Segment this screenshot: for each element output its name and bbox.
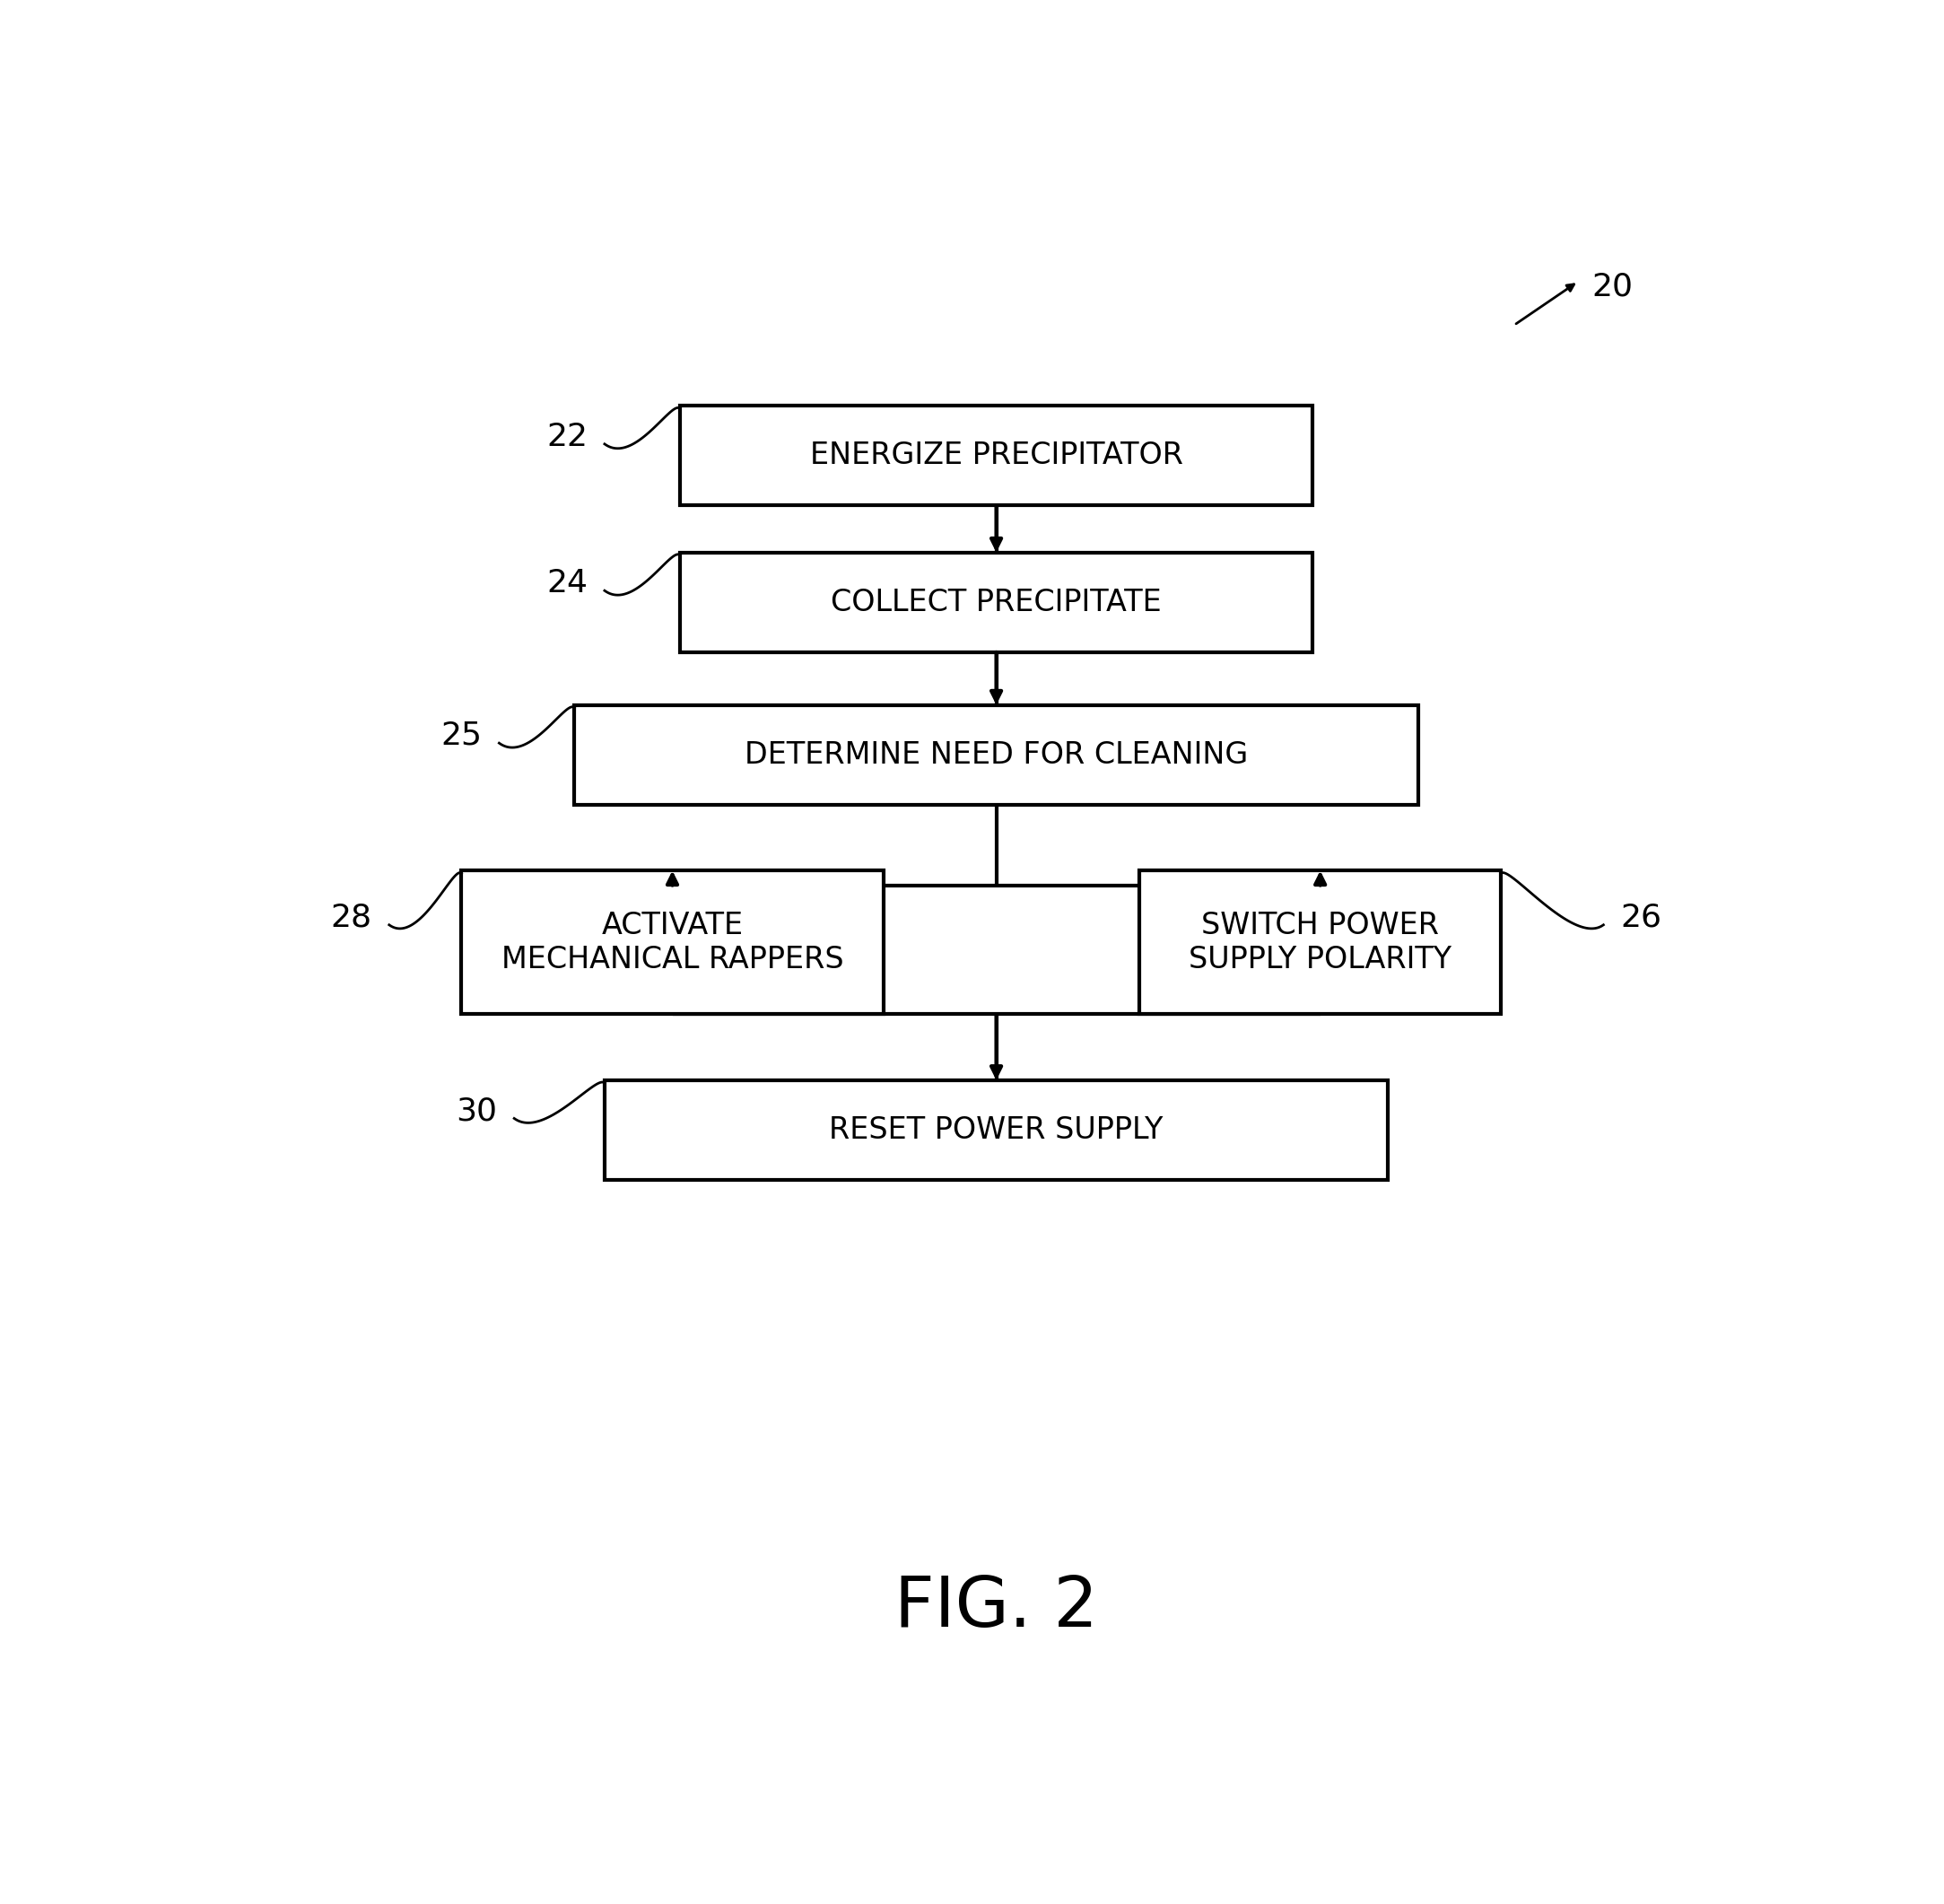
Bar: [575, 704, 1419, 805]
Bar: [605, 1080, 1388, 1180]
Text: 22: 22: [546, 421, 587, 451]
Text: FIG. 2: FIG. 2: [894, 1573, 1098, 1641]
Bar: [680, 406, 1312, 506]
Bar: [680, 552, 1312, 653]
Text: 20: 20: [1592, 272, 1633, 303]
Bar: [1139, 870, 1501, 1015]
Text: 28: 28: [330, 902, 371, 933]
Text: DETERMINE NEED FOR CLEANING: DETERMINE NEED FOR CLEANING: [745, 741, 1248, 769]
Text: SWITCH POWER
SUPPLY POLARITY: SWITCH POWER SUPPLY POLARITY: [1190, 910, 1452, 975]
Text: 24: 24: [546, 567, 587, 598]
Bar: [461, 870, 883, 1015]
Text: ACTIVATE
MECHANICAL RAPPERS: ACTIVATE MECHANICAL RAPPERS: [502, 910, 844, 975]
Text: 30: 30: [457, 1097, 498, 1127]
Text: ENERGIZE PRECIPITATOR: ENERGIZE PRECIPITATOR: [811, 442, 1182, 470]
Text: 25: 25: [441, 720, 482, 750]
Text: COLLECT PRECIPITATE: COLLECT PRECIPITATE: [830, 588, 1163, 617]
Text: 26: 26: [1621, 902, 1662, 933]
Text: RESET POWER SUPPLY: RESET POWER SUPPLY: [830, 1116, 1163, 1144]
